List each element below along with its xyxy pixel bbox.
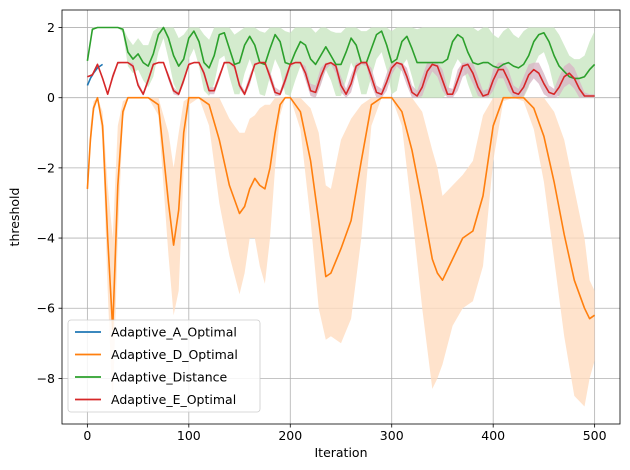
y-tick-label: 0 [47, 90, 55, 105]
y-tick-label: −8 [37, 371, 55, 386]
line-adaptive-distance [86, 26, 596, 80]
x-tick-label: 200 [278, 428, 302, 443]
legend-label-adaptive-e-optimal: Adaptive_E_Optimal [111, 392, 236, 407]
legend-label-adaptive-d-optimal: Adaptive_D_Optimal [111, 347, 238, 362]
y-tick-label: −4 [37, 231, 55, 246]
y-axis-label: threshold [7, 188, 22, 247]
legend: Adaptive_A_Optimal Adaptive_D_Optimal Adap… [67, 319, 261, 413]
legend-label-adaptive-distance: Adaptive_Distance [111, 370, 228, 385]
line-adaptive-e-optimal [87, 61, 595, 97]
line-adaptive-d-optimal [86, 96, 596, 331]
axes-frame [61, 9, 621, 425]
x-tick-label: 100 [177, 428, 201, 443]
axis-ticks: 0 100 200 300 400 500 −8 −6 −4 −2 0 2 [37, 20, 607, 443]
y-tick-label: −6 [37, 301, 55, 316]
x-tick-label: 400 [481, 428, 505, 443]
y-tick-label: 2 [47, 20, 55, 35]
band-adaptive-d-optimal [87, 97, 595, 410]
x-tick-label: 500 [583, 428, 607, 443]
x-tick-label: 0 [83, 428, 91, 443]
legend-label-adaptive-a-optimal: Adaptive_A_Optimal [111, 325, 237, 340]
y-tick-label: −2 [37, 160, 55, 175]
x-tick-label: 300 [380, 428, 404, 443]
x-axis-label: Iteration [314, 445, 367, 460]
series-lines [86, 26, 596, 331]
legend-box [67, 319, 261, 413]
